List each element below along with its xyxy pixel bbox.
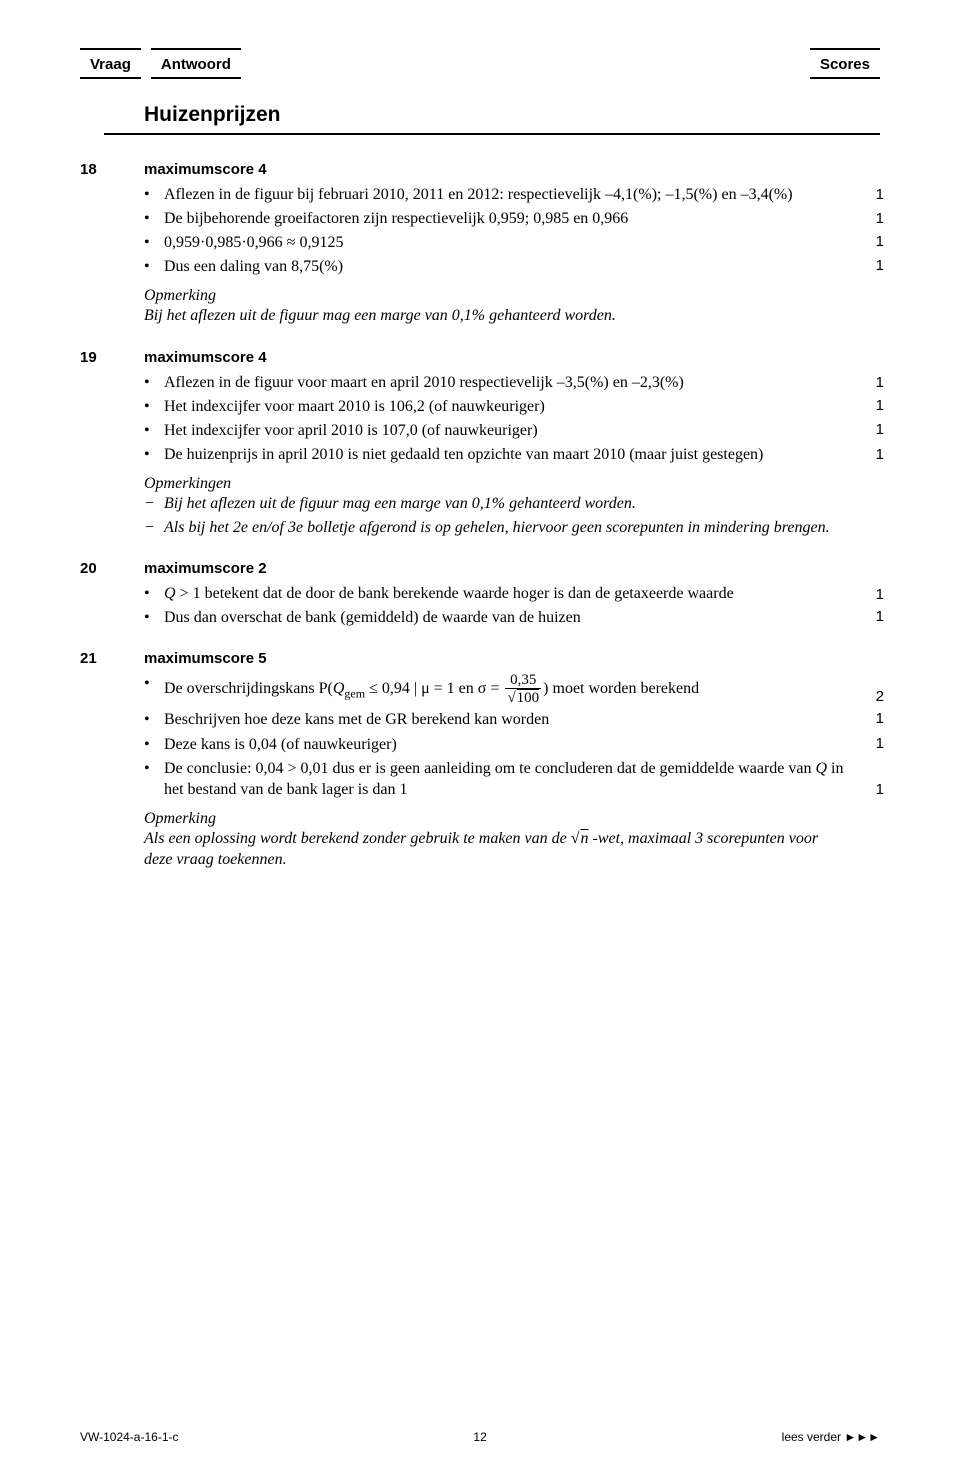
q18-bullet-1: Aflezen in de figuur bij februari 2010, … xyxy=(144,184,880,205)
header-scores: Scores xyxy=(810,48,880,79)
q21-note-head: Opmerking xyxy=(144,810,880,828)
q21-bullet-4: De conclusie: 0,04 > 0,01 dus er is geen… xyxy=(144,758,880,800)
q21-b1-mid: ≤ 0,94 | μ = 1 en σ = xyxy=(365,681,503,698)
q21-bullet-2: Beschrijven hoe deze kans met de GR bere… xyxy=(144,709,880,730)
q18-maxscore: maximumscore 4 xyxy=(144,161,267,178)
q20-b1-b: betekent dat de door de bank berekende w… xyxy=(201,585,734,602)
q19-note-head: Opmerkingen xyxy=(144,475,880,493)
q20-bullet-1: Q > 1 betekent dat de door de bank berek… xyxy=(144,583,880,604)
header-row: Vraag Antwoord Scores xyxy=(80,48,880,79)
q21-note-body: Als een oplossing wordt berekend zonder … xyxy=(144,828,880,870)
q18-bullet-2: De bijbehorende groeifactoren zijn respe… xyxy=(144,208,880,229)
question-18: 18 maximumscore 4 Aflezen in de figuur b… xyxy=(80,161,880,327)
q20-b1-Q: Q xyxy=(164,585,176,602)
frac-num: 0,35 xyxy=(505,673,541,688)
q21-b2-text: Beschrijven hoe deze kans met de GR bere… xyxy=(164,711,549,728)
q20-maxscore: maximumscore 2 xyxy=(144,560,267,577)
q18-b4-text: Dus een daling van 8,75(%) xyxy=(164,258,343,275)
q19-note-2: Als bij het 2e en/of 3e bolletje afgeron… xyxy=(144,517,880,538)
page: Vraag Antwoord Scores Huizenprijzen 18 m… xyxy=(0,0,960,1482)
q19-b1-text: Aflezen in de figuur voor maart en april… xyxy=(164,374,684,391)
question-19: 19 maximumscore 4 Aflezen in de figuur v… xyxy=(80,349,880,539)
q18-number: 18 xyxy=(80,161,144,178)
q19-bullet-2: Het indexcijfer voor maart 2010 is 106,2… xyxy=(144,396,880,417)
q19-b4-points: 1 xyxy=(876,445,884,465)
q21-b2-points: 1 xyxy=(876,709,884,729)
q18-b2-points: 1 xyxy=(876,209,884,229)
sqrt-n-icon: n xyxy=(580,830,589,847)
q18-bullet-3: 0,959·0,985·0,966 ≈ 0,9125 1 xyxy=(144,232,880,253)
q19-b4-text: De huizenprijs in april 2010 is niet ged… xyxy=(164,446,763,463)
q19-b1-points: 1 xyxy=(876,373,884,393)
q21-bullet-3: Deze kans is 0,04 (of nauwkeuriger) 1 xyxy=(144,734,880,755)
question-21: 21 maximumscore 5 De overschrijdingskans… xyxy=(80,650,880,870)
q20-b1-a: > 1 xyxy=(176,585,201,602)
q18-bullet-4: Dus een daling van 8,75(%) 1 xyxy=(144,256,880,277)
q21-b1-Q: Q xyxy=(333,681,345,698)
header-vraag: Vraag xyxy=(80,48,141,79)
q19-number: 19 xyxy=(80,349,144,366)
header-antwoord: Antwoord xyxy=(151,48,241,79)
q20-b2-text: Dus dan overschat de bank (gemiddeld) de… xyxy=(164,609,581,626)
page-footer: VW-1024-a-16-1-c 12 lees verder ►►► xyxy=(80,1430,880,1444)
q21-note-a: Als een oplossing wordt berekend zonder … xyxy=(144,830,571,847)
q21-b1-points: 2 xyxy=(876,687,884,707)
q21-b4-Q: Q xyxy=(815,760,827,777)
q19-b3-points: 1 xyxy=(876,420,884,440)
q18-b1-points: 1 xyxy=(876,185,884,205)
q21-b4-points: 1 xyxy=(876,780,884,800)
section-rule xyxy=(104,133,880,135)
q19-note-1: Bij het aflezen uit de figuur mag een ma… xyxy=(144,493,880,514)
fraction-icon: 0,35√100 xyxy=(505,673,541,706)
q18-b2-text: De bijbehorende groeifactoren zijn respe… xyxy=(164,210,628,227)
q21-b1-post: ) moet worden berekend xyxy=(543,681,699,698)
q20-b1-points: 1 xyxy=(876,585,884,605)
q21-number: 21 xyxy=(80,650,144,667)
q19-b2-points: 1 xyxy=(876,396,884,416)
q21-b1-gem: gem xyxy=(344,687,365,701)
q19-bullet-4: De huizenprijs in april 2010 is niet ged… xyxy=(144,444,880,465)
q19-bullet-1: Aflezen in de figuur voor maart en april… xyxy=(144,372,880,393)
q20-number: 20 xyxy=(80,560,144,577)
q21-b3-points: 1 xyxy=(876,734,884,754)
footer-page-number: 12 xyxy=(473,1430,486,1444)
q21-b3-text: Deze kans is 0,04 (of nauwkeuriger) xyxy=(164,736,397,753)
footer-code: VW-1024-a-16-1-c xyxy=(80,1430,178,1444)
q18-b3-points: 1 xyxy=(876,232,884,252)
section-title: Huizenprijzen xyxy=(144,103,880,127)
q21-bullet-1: De overschrijdingskans P(Qgem ≤ 0,94 | μ… xyxy=(144,673,880,706)
footer-continue: lees verder ►►► xyxy=(782,1430,880,1444)
q21-b4-a: De conclusie: 0,04 > 0,01 xyxy=(164,760,329,777)
q20-b2-points: 1 xyxy=(876,607,884,627)
sqrt-100: 100 xyxy=(516,690,540,706)
q21-b1-pre: De overschrijdingskans P( xyxy=(164,681,333,698)
q19-maxscore: maximumscore 4 xyxy=(144,349,267,366)
q21-b4-b: dus er is geen aanleiding om te conclude… xyxy=(329,760,816,777)
frac-den: √100 xyxy=(505,688,541,706)
q18-note-body: Bij het aflezen uit de figuur mag een ma… xyxy=(144,305,880,326)
q20-bullet-2: Dus dan overschat de bank (gemiddeld) de… xyxy=(144,607,880,628)
q19-b2-text: Het indexcijfer voor maart 2010 is 106,2… xyxy=(164,398,545,415)
q19-bullet-3: Het indexcijfer voor april 2010 is 107,0… xyxy=(144,420,880,441)
q18-note-head: Opmerking xyxy=(144,287,880,305)
q18-b1-text: Aflezen in de figuur bij februari 2010, … xyxy=(164,186,793,203)
question-20: 20 maximumscore 2 Q > 1 betekent dat de … xyxy=(80,560,880,628)
q21-maxscore: maximumscore 5 xyxy=(144,650,267,667)
q18-b3-text: 0,959·0,985·0,966 ≈ 0,9125 xyxy=(164,234,343,251)
q19-b3-text: Het indexcijfer voor april 2010 is 107,0… xyxy=(164,422,538,439)
q18-b4-points: 1 xyxy=(876,256,884,276)
